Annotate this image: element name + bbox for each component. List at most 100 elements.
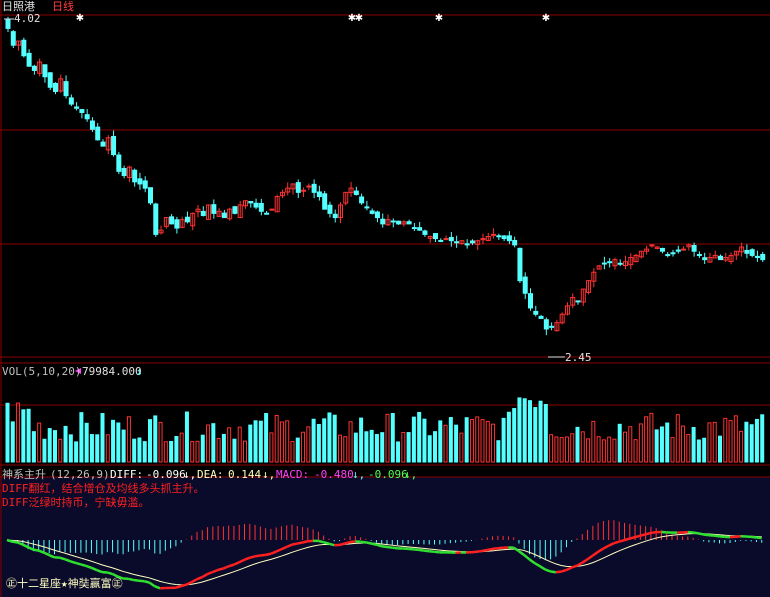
price-candle-body bbox=[306, 185, 312, 188]
volume-bar bbox=[353, 432, 358, 463]
price-candle-body bbox=[348, 187, 354, 194]
indicator-panel-bg bbox=[0, 477, 770, 597]
diff-line-segment bbox=[207, 570, 214, 576]
volume-bar bbox=[279, 421, 284, 463]
volume-bar bbox=[148, 419, 152, 463]
price-candle-body bbox=[528, 293, 533, 309]
price-candle-body bbox=[533, 310, 539, 315]
volume-bar bbox=[47, 428, 52, 463]
diff-line-segment bbox=[96, 568, 103, 574]
volume-bar bbox=[659, 426, 664, 463]
price-candle-body bbox=[491, 233, 497, 236]
diff-line-segment bbox=[492, 546, 499, 551]
indicator-name: 神系主升 bbox=[2, 468, 46, 481]
volume-bar bbox=[723, 417, 728, 463]
price-candle-body bbox=[522, 276, 528, 294]
volume-bar bbox=[496, 440, 501, 463]
diff-line-segment bbox=[634, 534, 641, 539]
price-candle-body bbox=[248, 200, 254, 204]
price-candle-body bbox=[374, 211, 380, 219]
volume-bar bbox=[374, 434, 379, 463]
volume-bar bbox=[306, 426, 311, 463]
diff-line-segment bbox=[38, 549, 45, 554]
diff-arrow-icon: ↓, bbox=[183, 468, 197, 481]
price-candle-body bbox=[116, 154, 122, 172]
volume-bar bbox=[617, 423, 622, 463]
price-candle-body bbox=[564, 305, 570, 315]
diff-line-segment bbox=[735, 535, 741, 539]
volume-bar bbox=[654, 429, 659, 463]
price-candle-body bbox=[343, 191, 349, 204]
dea-value: 0.144 bbox=[228, 468, 262, 481]
price-candle-body bbox=[570, 296, 576, 306]
high-price-label: 4.02 bbox=[14, 12, 41, 25]
diff-line-segment bbox=[43, 551, 50, 557]
diff-line-segment bbox=[33, 548, 39, 552]
price-candle-body bbox=[633, 254, 639, 263]
volume-bar bbox=[343, 436, 348, 463]
price-candle-body bbox=[100, 141, 106, 147]
volume-bar bbox=[385, 413, 390, 463]
price-candle-body bbox=[475, 240, 481, 245]
volume-bar bbox=[327, 412, 332, 463]
price-candle-body bbox=[443, 238, 449, 241]
volume-bar bbox=[601, 439, 606, 463]
diff-line-segment bbox=[423, 549, 430, 553]
price-candle-body bbox=[158, 229, 164, 234]
dea-line bbox=[6, 533, 762, 586]
diff-line-segment bbox=[228, 563, 235, 568]
volume-bar bbox=[21, 409, 26, 463]
diff-line-segment bbox=[233, 561, 240, 566]
cursor-triangle-icon bbox=[75, 368, 81, 374]
volume-bar bbox=[390, 413, 395, 463]
price-candle-body bbox=[390, 220, 396, 223]
price-candle-body bbox=[739, 246, 745, 253]
price-candle-body bbox=[184, 216, 190, 223]
volume-bar bbox=[31, 431, 36, 463]
volume-bar bbox=[754, 418, 759, 463]
price-candle-body bbox=[353, 190, 359, 195]
price-candle-body bbox=[264, 212, 270, 215]
diff-line-segment bbox=[17, 541, 24, 546]
price-candle-body bbox=[417, 227, 423, 231]
diff-line-segment bbox=[286, 543, 293, 549]
diff-line-segment bbox=[212, 568, 219, 574]
volume-bar bbox=[675, 414, 680, 463]
diff-line-segment bbox=[576, 561, 583, 567]
volume-bar bbox=[316, 424, 321, 463]
diff-line-segment bbox=[624, 537, 631, 542]
diff-line-segment bbox=[602, 544, 610, 550]
volume-bar bbox=[16, 402, 21, 463]
volume-bar bbox=[158, 421, 163, 463]
volume-bar bbox=[586, 438, 591, 463]
volume-bar bbox=[232, 438, 237, 463]
volume-bar bbox=[749, 424, 754, 463]
price-candle-body bbox=[638, 250, 644, 258]
volume-bar bbox=[549, 434, 554, 463]
volume-down-arrow-icon: ↓ bbox=[136, 365, 143, 378]
diff-line-segment bbox=[618, 538, 625, 543]
price-candle-body bbox=[596, 265, 602, 270]
diff-line-segment bbox=[434, 550, 440, 554]
diff-line-segment bbox=[471, 550, 477, 554]
price-candle-body bbox=[311, 183, 317, 193]
volume-bar bbox=[221, 433, 226, 463]
volume-bar bbox=[448, 417, 453, 463]
price-candle-body bbox=[517, 247, 523, 282]
diff-line-segment bbox=[48, 554, 55, 559]
volume-bar bbox=[211, 423, 216, 463]
price-candle-body bbox=[142, 180, 148, 189]
diff-line-segment bbox=[270, 550, 277, 555]
price-candle-body bbox=[644, 248, 650, 252]
price-candle-body bbox=[401, 221, 407, 225]
volume-bar bbox=[670, 437, 675, 463]
diff-line-segment bbox=[386, 545, 393, 549]
volume-bar bbox=[132, 438, 137, 463]
price-candle-body bbox=[179, 219, 185, 228]
diff-line-segment bbox=[645, 531, 652, 536]
price-candle-body bbox=[575, 300, 581, 303]
diff-line-segment bbox=[69, 560, 76, 565]
diff-line-segment bbox=[592, 550, 599, 557]
price-candle-body bbox=[111, 135, 117, 156]
volume-bar bbox=[269, 432, 274, 463]
